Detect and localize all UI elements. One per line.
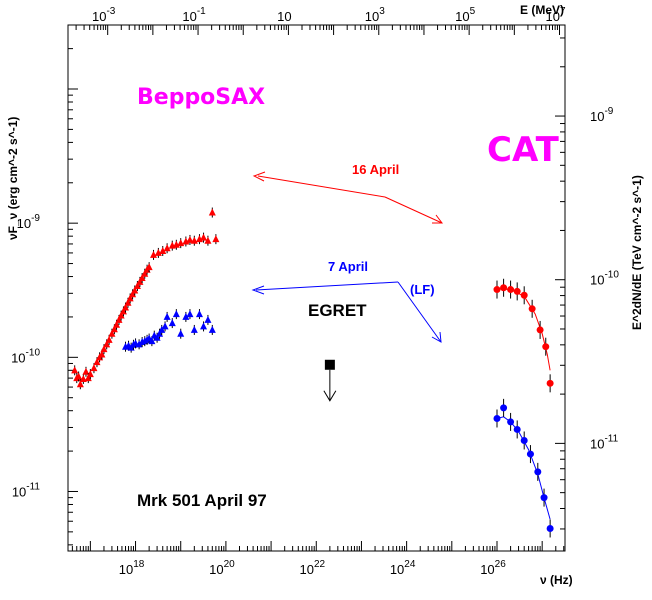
data-point-cat <box>513 282 521 301</box>
arrow-16-april-left <box>252 171 386 198</box>
egret-marker <box>324 359 335 370</box>
data-point-sax <box>186 309 194 320</box>
data-point-cat <box>507 280 515 299</box>
data-point-cat <box>536 320 544 339</box>
data-point-cat <box>513 420 521 439</box>
data-point-sax <box>86 369 94 380</box>
egret-upper-limit <box>323 359 337 402</box>
data-point-cat <box>546 374 554 393</box>
data-point-sax <box>154 247 162 258</box>
data-point-sax <box>177 328 185 339</box>
data-point-sax <box>158 324 166 335</box>
data-point-cat <box>528 299 536 318</box>
data-point-sax <box>71 365 79 376</box>
data-point-sax <box>131 285 139 296</box>
data-point-sax <box>145 262 153 273</box>
arrow-7-april-right <box>397 281 442 343</box>
x-tick-label: 1018 <box>119 559 145 577</box>
data-point-cat <box>507 412 515 431</box>
left-axis-ticks: 10-11 10-10 10-9 <box>11 213 40 499</box>
data-point-sax <box>208 207 216 218</box>
data-point-cat <box>534 462 542 481</box>
label-16-april: 16 April <box>352 162 399 177</box>
top-tick-label: 10-1 <box>182 6 206 24</box>
y2-tick-label: 10-9 <box>590 106 614 124</box>
x-tick-label: 1026 <box>480 559 506 577</box>
label-egret: EGRET <box>308 301 367 320</box>
arrow-16-april-right <box>384 196 443 224</box>
x-tick-label: 1020 <box>209 559 235 577</box>
label-lf: (LF) <box>410 282 435 297</box>
label-7-april: 7 April <box>328 259 368 274</box>
data-point-sax <box>79 373 87 384</box>
data-point-sax <box>163 311 171 322</box>
data-point-cat <box>493 409 501 428</box>
y-tick-label: 10-10 <box>11 347 40 365</box>
top-tick-label: 107 <box>545 6 565 24</box>
data-point-cat <box>526 445 534 464</box>
label-cat: CAT <box>487 130 560 170</box>
data-point-sax <box>163 243 171 254</box>
data-point-sax <box>133 281 141 292</box>
data-point-sax <box>75 371 83 382</box>
top-tick-label: 10-3 <box>92 6 116 24</box>
x-tick-label: 1024 <box>390 559 416 577</box>
data-point-cat <box>500 278 508 297</box>
top-axis-title: E (MeV) <box>520 3 564 17</box>
x-axis-ticks: 1018 1020 1022 1024 1026 <box>119 559 506 577</box>
left-axis-title: νF_ν (erg cm^-2 s^-1) <box>6 117 20 240</box>
data-point-sax <box>200 232 208 243</box>
data-point-sax <box>208 324 216 335</box>
top-axis-ticks: 10-3 10-1 10 103 105 107 <box>92 6 566 24</box>
y-tick-label: 10-9 <box>17 213 41 231</box>
egret-arrow-head <box>323 390 337 402</box>
data-point-sax <box>82 366 90 377</box>
data-point-sax <box>168 318 176 329</box>
data-point-cat <box>520 286 528 305</box>
y2-tick-label: 10-10 <box>590 270 619 288</box>
minor-ticks <box>68 25 565 551</box>
data-point-cat <box>500 398 508 417</box>
data-point-cat <box>542 337 550 356</box>
data-point-sax <box>126 293 134 304</box>
data-point-sax <box>212 234 220 245</box>
data-points <box>71 207 554 538</box>
data-point-sax <box>195 309 203 320</box>
data-point-sax <box>204 314 212 325</box>
data-point-sax <box>150 249 158 260</box>
x-axis-title: ν (Hz) <box>540 573 573 587</box>
y-tick-label: 10-11 <box>12 481 41 499</box>
data-point-sax <box>76 379 84 390</box>
data-point-cat <box>520 431 528 450</box>
data-point-sax <box>153 332 161 343</box>
data-point-sax <box>190 324 198 335</box>
data-point-sax <box>161 321 169 332</box>
data-point-sax <box>159 246 167 257</box>
data-point-sax <box>138 273 146 284</box>
label-beppo-sax: BeppoSAX <box>137 85 265 110</box>
chart-title: Mrk 501 April 97 <box>137 491 267 510</box>
top-tick-label: 105 <box>455 6 475 24</box>
data-point-sax <box>182 311 190 322</box>
data-point-cat <box>540 488 548 507</box>
top-tick-label: 10 <box>277 9 291 24</box>
arrow-7-april-left <box>251 281 399 295</box>
data-point-sax <box>204 235 212 246</box>
x-tick-label: 1022 <box>299 559 325 577</box>
right-axis-title: E^2dN/dE (TeV cm^-2 s^-1) <box>630 175 644 330</box>
right-axis-ticks: 10-11 10-10 10-9 <box>590 106 619 451</box>
data-point-cat <box>546 519 554 538</box>
data-point-sax <box>200 321 208 332</box>
data-point-sax <box>186 234 194 245</box>
y2-tick-label: 10-11 <box>590 433 619 451</box>
top-tick-label: 103 <box>365 6 385 24</box>
data-point-cat <box>493 280 501 299</box>
data-point-sax <box>172 309 180 320</box>
